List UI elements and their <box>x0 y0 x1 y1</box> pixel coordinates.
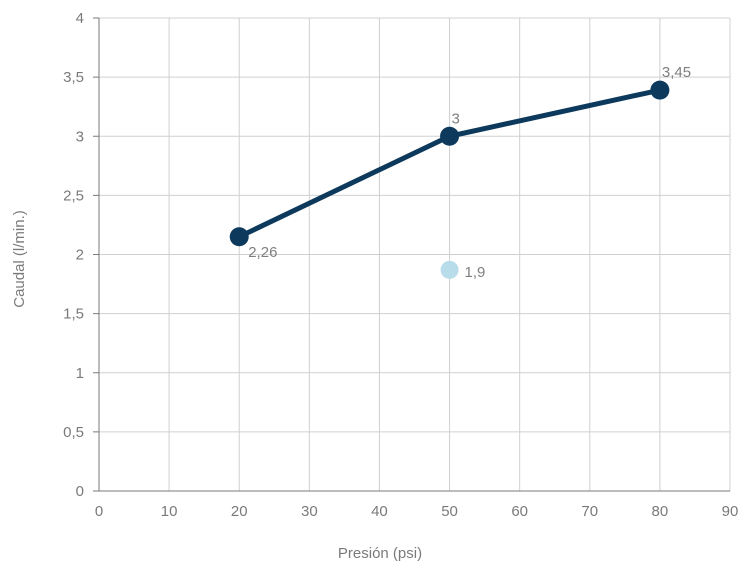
y-tick-label: 2,5 <box>63 187 84 204</box>
series: 2,26 3 3,45 1,9 <box>229 64 691 281</box>
y-axis-label: Caudal (l/min.) <box>11 210 28 308</box>
data-point <box>650 80 670 100</box>
x-tick-label: 0 <box>95 503 103 520</box>
y-tick-label: 1,5 <box>63 306 84 323</box>
y-tick-label: 3,5 <box>63 69 84 86</box>
data-label: 1,9 <box>465 264 486 281</box>
x-tick-labels: 0 10 20 30 40 50 60 70 80 90 <box>95 503 739 520</box>
data-point <box>440 260 459 279</box>
axes <box>93 17 730 492</box>
series-2: 1,9 <box>440 260 486 281</box>
x-tick-label: 20 <box>231 503 248 520</box>
x-axis-label: Presión (psi) <box>338 545 422 562</box>
y-tick-label: 2 <box>76 247 84 264</box>
data-label: 3,45 <box>662 64 691 81</box>
y-tick-label: 4 <box>76 10 84 27</box>
data-label: 2,26 <box>248 244 277 261</box>
y-tick-labels: 0 0,5 1 1,5 2 2,5 3 3,5 4 <box>63 10 84 500</box>
x-tick-label: 60 <box>511 503 528 520</box>
x-tick-label: 40 <box>371 503 388 520</box>
y-tick-label: 1 <box>76 365 84 382</box>
data-label: 3 <box>452 110 460 127</box>
data-point <box>440 126 460 146</box>
x-tick-label: 30 <box>301 503 318 520</box>
y-tick-label: 3 <box>76 128 84 145</box>
y-tick-label: 0 <box>76 483 84 500</box>
data-point <box>229 227 249 247</box>
series-1: 2,26 3 3,45 <box>229 64 691 261</box>
x-tick-label: 90 <box>722 503 739 520</box>
x-tick-label: 50 <box>441 503 458 520</box>
y-tick-label: 0,5 <box>63 424 84 441</box>
x-tick-label: 10 <box>161 503 178 520</box>
x-tick-label: 80 <box>652 503 669 520</box>
grid <box>99 17 731 491</box>
x-tick-label: 70 <box>581 503 598 520</box>
